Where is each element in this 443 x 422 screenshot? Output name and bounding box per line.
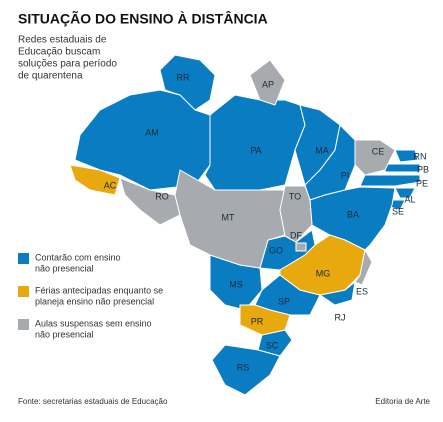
state-label: PA xyxy=(250,145,261,155)
state xyxy=(119,177,181,226)
state-label: MS xyxy=(229,279,243,289)
subtitle-line: Educação buscam xyxy=(18,47,100,58)
state-label: RN xyxy=(414,151,427,161)
state xyxy=(295,242,307,252)
state-label: RS xyxy=(237,362,250,372)
state-label: PI xyxy=(341,170,350,180)
state xyxy=(159,54,216,111)
state xyxy=(354,139,396,176)
legend-label: não presencial xyxy=(35,263,94,273)
title: SITUAÇÃO DO ENSINO À DISTÂNCIA xyxy=(18,10,268,27)
state xyxy=(249,59,286,106)
state-label: AP xyxy=(262,79,274,89)
legend-swatch xyxy=(18,319,29,330)
state xyxy=(354,248,373,286)
state-label: MG xyxy=(316,268,331,278)
state-label: TO xyxy=(289,191,301,201)
state-label: GO xyxy=(269,245,283,255)
credit: Editoria de Arte xyxy=(375,397,430,406)
state-label: MT xyxy=(222,212,235,222)
state-label: PR xyxy=(251,316,264,326)
state xyxy=(211,344,281,396)
state xyxy=(279,234,366,296)
state-label: BA xyxy=(347,209,359,219)
state xyxy=(204,94,306,191)
subtitle-line: soluções para período xyxy=(18,59,117,70)
state xyxy=(69,164,121,196)
state-label: RR xyxy=(177,72,190,82)
subtitle-line: Redes estaduais de xyxy=(18,35,107,46)
subtitle-line: de quarentena xyxy=(18,71,83,82)
state-label: AL xyxy=(404,194,415,204)
source: Fonte: secretarias estaduais de Educação xyxy=(18,397,168,406)
state-label: AC xyxy=(104,180,117,190)
state xyxy=(174,169,286,269)
legend-label: Contarão com ensino xyxy=(35,252,121,262)
state-label: RO xyxy=(155,191,169,201)
state xyxy=(384,163,421,173)
state xyxy=(394,187,416,199)
state-label: AM xyxy=(145,127,159,137)
legend-label: não presencial xyxy=(35,329,94,339)
state-label: MA xyxy=(315,145,329,155)
state-label: SC xyxy=(266,340,279,350)
legend-label: planeja ensino não presencial xyxy=(35,296,154,306)
legend-label: Férias antecipadas enquanto se xyxy=(35,285,163,295)
legend-swatch xyxy=(18,286,29,297)
state-label: ES xyxy=(356,286,368,296)
legend-swatch xyxy=(18,253,29,264)
state-label: SP xyxy=(278,296,290,306)
state-label: DF xyxy=(290,230,302,240)
state-label: CE xyxy=(372,146,385,156)
state-label: RJ xyxy=(335,312,346,322)
state xyxy=(359,174,421,187)
state xyxy=(239,304,291,336)
state-label: PE xyxy=(416,178,428,188)
state xyxy=(279,185,313,243)
state-label: PB xyxy=(417,164,429,174)
state-label: SE xyxy=(392,206,404,216)
legend-label: Aulas suspensas sem ensino xyxy=(35,318,152,328)
state xyxy=(394,149,419,163)
